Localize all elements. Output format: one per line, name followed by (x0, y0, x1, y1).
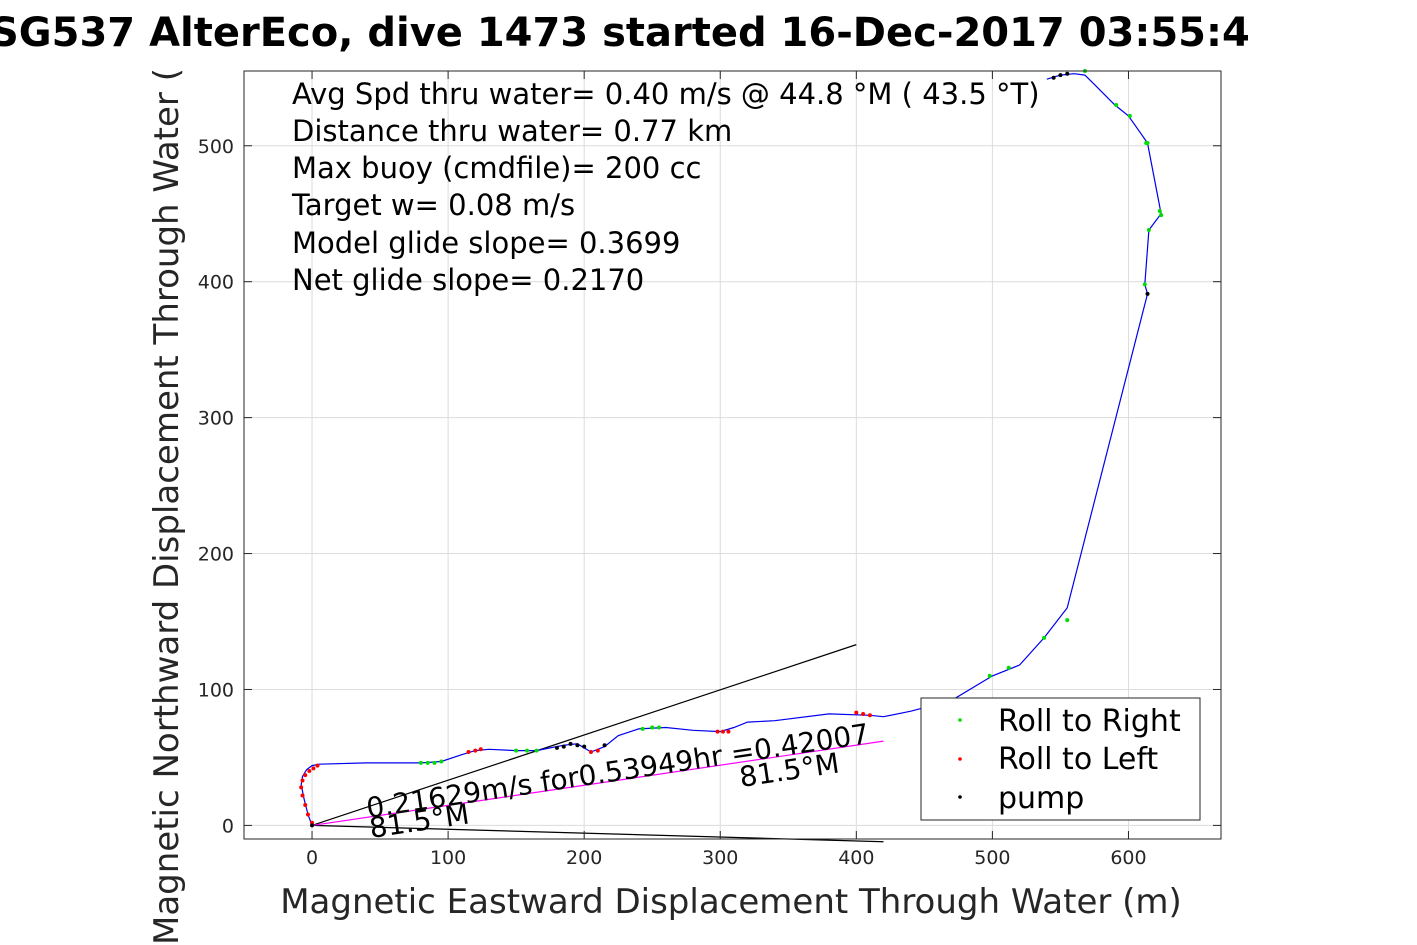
pump-point (575, 743, 580, 748)
axes-box (243, 70, 1222, 840)
axes-frame (243, 70, 1222, 840)
roll-left-point (473, 748, 478, 753)
glider-track (300, 73, 1162, 826)
x-tick-label: 300 (702, 847, 738, 869)
legend-marker-pump (958, 795, 962, 799)
roll-left-point (307, 769, 312, 774)
pump-point (1145, 291, 1150, 296)
legend-entry-roll-left: Roll to Left (998, 742, 1158, 777)
y-tick-label: 500 (198, 136, 234, 158)
stat-avg-speed: Avg Spd thru water= 0.40 m/s @ 44.8 °M (… (292, 77, 1040, 111)
stat-max-buoy: Max buoy (cmdfile)= 200 cc (292, 151, 701, 185)
stat-target-w: Target w= 0.08 m/s (291, 188, 575, 222)
roll-right-point (1065, 618, 1070, 623)
roll-right-point (1142, 282, 1147, 287)
stats-text-block: Avg Spd thru water= 0.40 m/s @ 44.8 °M (… (291, 77, 1040, 297)
x-tick-label: 0 (306, 847, 318, 869)
roll-right-point (1145, 141, 1150, 146)
roll-left-point (588, 750, 593, 755)
pump-point (1065, 71, 1070, 76)
roll-right-point (1159, 213, 1164, 218)
pump-point (602, 743, 607, 748)
y-tick-label: 200 (198, 544, 234, 566)
x-tick-label: 100 (430, 847, 466, 869)
stat-model-glide-slope: Model glide slope= 0.3699 (292, 226, 680, 260)
roll-right-point (418, 760, 423, 765)
drift-line (311, 740, 884, 827)
roll-right-point (1157, 209, 1162, 214)
roll-left-point (478, 747, 483, 752)
legend-marker-roll-left (958, 757, 962, 761)
roll-left-point (861, 711, 866, 716)
roll-left-point (311, 766, 316, 771)
track-line (300, 73, 1162, 826)
roll-right-point (534, 748, 539, 753)
glide-slope-line (311, 644, 857, 826)
y-tick-label: 300 (198, 408, 234, 430)
y-tick-label: 0 (222, 815, 234, 837)
legend-box (920, 697, 1201, 821)
pump-point (1058, 73, 1063, 78)
tick-labels: 0 100 200 300 400 500 600 0 100 200 300 400 500 (198, 136, 1147, 869)
roll-left-point (854, 710, 859, 715)
roll-right-point (657, 725, 662, 730)
roll-left-point (299, 785, 304, 790)
y-tick-label: 400 (198, 272, 234, 294)
pump-point (582, 744, 587, 749)
stat-net-glide-slope: Net glide slope= 0.2170 (292, 263, 644, 297)
roll-right-point (650, 725, 655, 730)
roll-left-point (715, 729, 720, 734)
roll-left-point (315, 763, 320, 768)
roll-right-point (1127, 113, 1132, 118)
legend-entry-pump: pump (998, 781, 1084, 816)
roll-right-point (1146, 228, 1151, 233)
x-tick-label: 500 (974, 847, 1010, 869)
roll-right-point (987, 673, 992, 678)
x-tick-label: 600 (1110, 847, 1146, 869)
y-axis-label: Magnetic Northward Displacement Through … (147, 68, 187, 945)
roll-right-point (514, 748, 519, 753)
pump-point (554, 745, 559, 750)
x-axis-label: Magnetic Eastward Displacement Through W… (280, 882, 1182, 922)
roll-left-point (300, 778, 305, 783)
legend-marker-roll-right (958, 718, 962, 722)
roll-left-point (466, 750, 471, 755)
roll-left-point (867, 713, 872, 718)
legend-entry-roll-right: Roll to Right (998, 704, 1181, 739)
roll-right-point (1006, 665, 1011, 670)
pump-point (310, 823, 315, 828)
roll-left-point (303, 803, 308, 808)
chart-title: SG537 AlterEco, dive 1473 started 16-Dec… (0, 10, 1250, 56)
roll-left-point (595, 748, 600, 753)
pump-point (561, 744, 566, 749)
stat-distance: Distance thru water= 0.77 km (292, 114, 732, 148)
legend: Roll to Right Roll to Left pump (920, 697, 1201, 821)
roll-right-point (432, 760, 437, 765)
roll-left-point (303, 773, 308, 778)
y-tick-label: 100 (198, 679, 234, 701)
data-points (299, 69, 1164, 828)
roll-right-point (1042, 635, 1047, 640)
roll-right-point (525, 748, 530, 753)
roll-right-point (640, 726, 645, 731)
x-tick-label: 200 (566, 847, 602, 869)
roll-left-point (305, 812, 310, 817)
roll-left-point (720, 729, 725, 734)
pump-point (568, 741, 573, 746)
roll-right-point (1114, 102, 1119, 107)
pump-point (1051, 75, 1056, 80)
x-tick-label: 400 (838, 847, 874, 869)
roll-left-point (300, 793, 305, 798)
roll-left-point (726, 729, 731, 734)
roll-right-point (439, 759, 444, 764)
roll-right-point (425, 760, 430, 765)
